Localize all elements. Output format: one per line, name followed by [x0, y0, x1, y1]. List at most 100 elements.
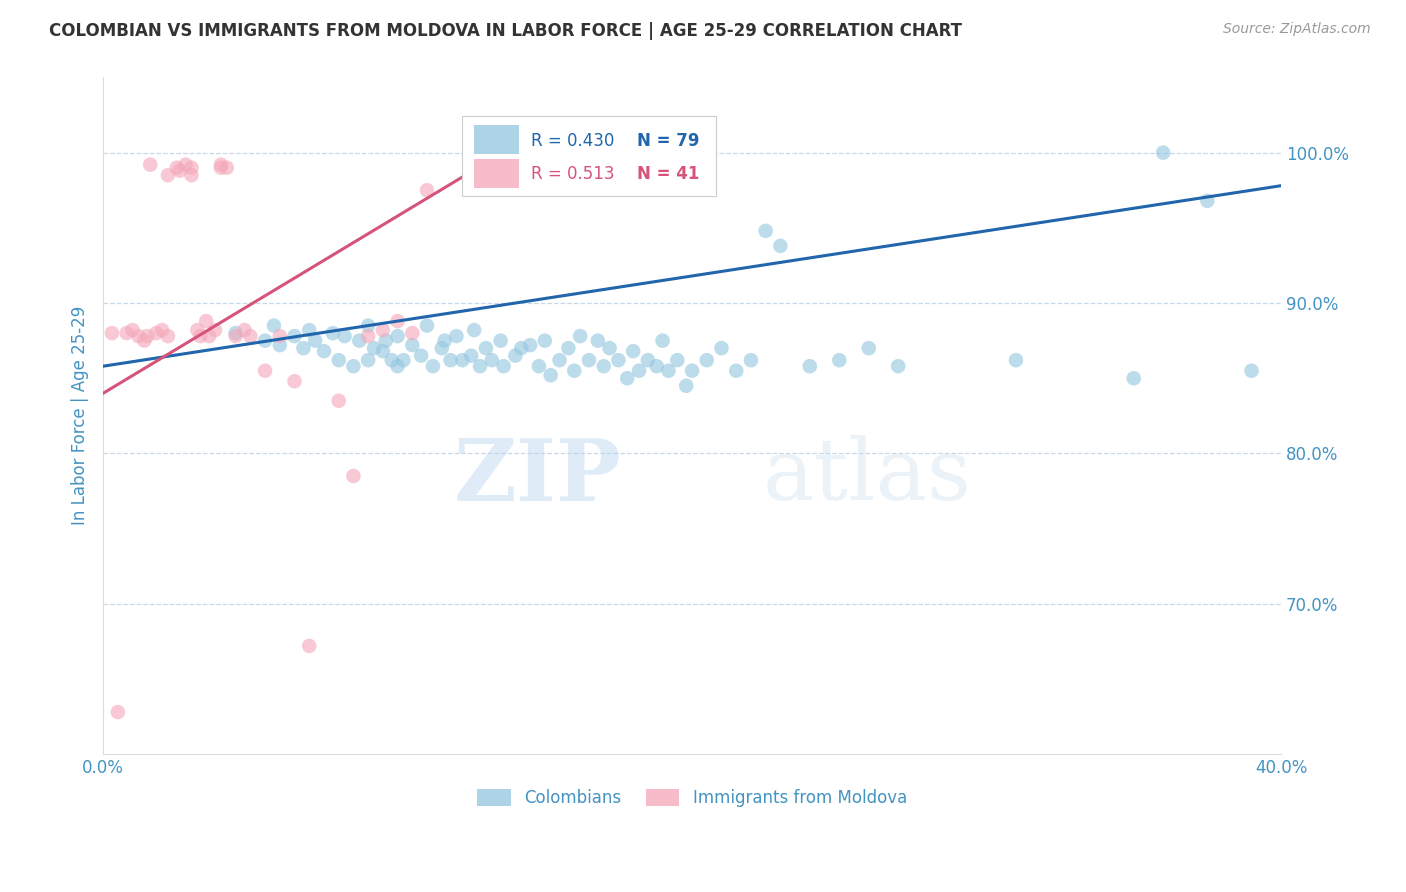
Point [254, 334, 277, 348]
Point [156, 329, 179, 343]
Point [401, 338, 423, 352]
Point [710, 341, 733, 355]
Point [451, 353, 474, 368]
Point [342, 359, 364, 374]
Point [127, 329, 149, 343]
Point [357, 329, 380, 343]
Text: R = 0.513: R = 0.513 [530, 165, 614, 184]
Point [416, 318, 439, 333]
Point [363, 341, 385, 355]
Point [433, 334, 456, 348]
Legend: Colombians, Immigrants from Moldova: Colombians, Immigrants from Moldova [471, 782, 914, 814]
Point [198, 329, 221, 343]
Point [799, 359, 821, 374]
Point [422, 359, 444, 374]
Point [411, 349, 433, 363]
Point [578, 353, 600, 368]
Point [304, 334, 326, 348]
Point [328, 393, 350, 408]
Point [156, 168, 179, 182]
Text: R = 0.430: R = 0.430 [530, 132, 614, 150]
Point [169, 163, 191, 178]
Point [540, 368, 562, 383]
Point [592, 359, 614, 374]
Point [548, 353, 571, 368]
Point [215, 161, 238, 175]
Point [569, 329, 592, 343]
Point [188, 329, 211, 343]
Point [174, 158, 197, 172]
Point [374, 334, 396, 348]
Point [562, 364, 585, 378]
Point [769, 239, 792, 253]
Text: ZIP: ZIP [454, 434, 621, 519]
Point [312, 344, 335, 359]
Point [533, 334, 555, 348]
Point [371, 323, 394, 337]
Point [439, 353, 461, 368]
Point [225, 326, 247, 340]
Point [101, 326, 124, 340]
Point [527, 359, 550, 374]
Point [828, 353, 851, 368]
Point [416, 183, 439, 197]
Point [446, 329, 468, 343]
Point [254, 364, 277, 378]
Point [460, 349, 482, 363]
Point [180, 168, 202, 182]
Point [1152, 145, 1174, 160]
Point [489, 334, 512, 348]
Point [740, 353, 762, 368]
Point [225, 329, 247, 343]
Point [1122, 371, 1144, 385]
Point [492, 359, 515, 374]
Point [475, 341, 498, 355]
Point [239, 329, 262, 343]
Point [599, 341, 621, 355]
Point [357, 318, 380, 333]
Point [463, 323, 485, 337]
Y-axis label: In Labor Force | Age 25-29: In Labor Force | Age 25-29 [72, 306, 89, 525]
Point [519, 338, 541, 352]
Text: N = 41: N = 41 [637, 165, 699, 184]
Point [209, 161, 232, 175]
Point [322, 326, 344, 340]
Point [607, 353, 630, 368]
Point [233, 323, 256, 337]
Point [186, 323, 208, 337]
FancyBboxPatch shape [463, 116, 716, 196]
Point [333, 329, 356, 343]
Point [858, 341, 880, 355]
Point [387, 329, 409, 343]
Text: atlas: atlas [762, 435, 972, 518]
Point [657, 364, 679, 378]
Point [681, 364, 703, 378]
Point [263, 318, 285, 333]
Point [292, 341, 315, 355]
Point [371, 344, 394, 359]
Point [1005, 353, 1028, 368]
Point [1240, 364, 1263, 378]
Point [107, 705, 129, 719]
Point [166, 161, 188, 175]
Point [204, 323, 226, 337]
Point [586, 334, 609, 348]
Text: Source: ZipAtlas.com: Source: ZipAtlas.com [1223, 22, 1371, 37]
Point [121, 323, 143, 337]
Point [628, 364, 651, 378]
Point [381, 353, 404, 368]
Point [557, 341, 579, 355]
Point [481, 353, 503, 368]
Text: COLOMBIAN VS IMMIGRANTS FROM MOLDOVA IN LABOR FORCE | AGE 25-29 CORRELATION CHAR: COLOMBIAN VS IMMIGRANTS FROM MOLDOVA IN … [49, 22, 962, 40]
Point [1197, 194, 1219, 208]
Point [357, 353, 380, 368]
Point [637, 353, 659, 368]
Point [725, 364, 748, 378]
Point [651, 334, 673, 348]
Point [269, 329, 291, 343]
Point [696, 353, 718, 368]
Point [195, 314, 218, 328]
Point [139, 158, 162, 172]
Point [269, 338, 291, 352]
Point [616, 371, 638, 385]
